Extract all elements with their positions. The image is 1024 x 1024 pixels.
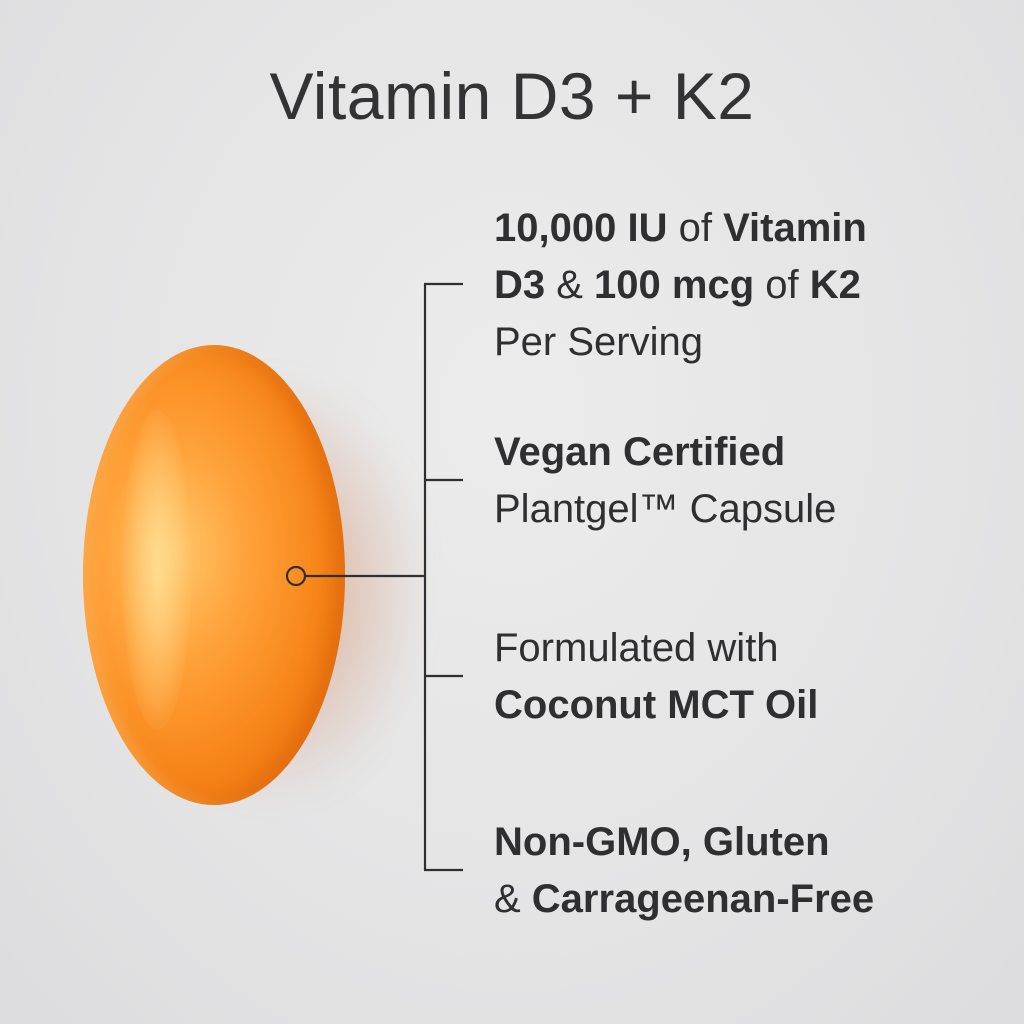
- feature-line: Formulated with: [494, 620, 818, 677]
- feature-free-from: Non-GMO, Gluten & Carrageenan-Free: [494, 814, 874, 928]
- feature-text: Per Serving: [494, 320, 703, 364]
- feature-line: Plantgel™ Capsule: [494, 481, 836, 538]
- feature-text-bold: Coconut MCT Oil: [494, 683, 819, 727]
- capsule-highlight: [122, 410, 192, 730]
- feature-dosage: 10,000 IU of Vitamin D3 & 100 mcg of K2 Pe…: [494, 200, 867, 371]
- feature-line: Non-GMO, Gluten: [494, 814, 874, 871]
- feature-text-bold: Carrageenan-Free: [531, 877, 875, 921]
- feature-line: 10,000 IU of Vitamin: [494, 200, 867, 257]
- feature-text: Plantgel™ Capsule: [494, 487, 837, 531]
- feature-text: Formulated with: [494, 626, 779, 670]
- feature-line: & Carrageenan-Free: [494, 871, 874, 928]
- feature-text-bold: 100 mcg: [594, 263, 755, 307]
- feature-text: of: [754, 263, 810, 307]
- feature-line: Per Serving: [494, 314, 867, 371]
- feature-text: &: [494, 877, 532, 921]
- callout-dot: [285, 565, 307, 587]
- feature-text-bold: Non-GMO, Gluten: [494, 820, 830, 864]
- feature-text-bold: Vitamin: [723, 206, 867, 250]
- feature-text: &: [545, 263, 595, 307]
- feature-line: Coconut MCT Oil: [494, 677, 818, 734]
- feature-line: Vegan Certified: [494, 424, 836, 481]
- feature-mct-oil: Formulated with Coconut MCT Oil: [494, 620, 818, 734]
- feature-text-bold: K2: [809, 263, 861, 307]
- page-title: Vitamin D3 + K2: [269, 59, 755, 133]
- feature-vegan: Vegan Certified Plantgel™ Capsule: [494, 424, 836, 538]
- feature-text: of: [667, 206, 724, 250]
- feature-text-bold: 10,000 IU: [494, 206, 668, 250]
- feature-line: D3 & 100 mcg of K2: [494, 257, 867, 314]
- feature-text-bold: D3: [494, 263, 546, 307]
- feature-text-bold: Vegan Certified: [494, 430, 786, 474]
